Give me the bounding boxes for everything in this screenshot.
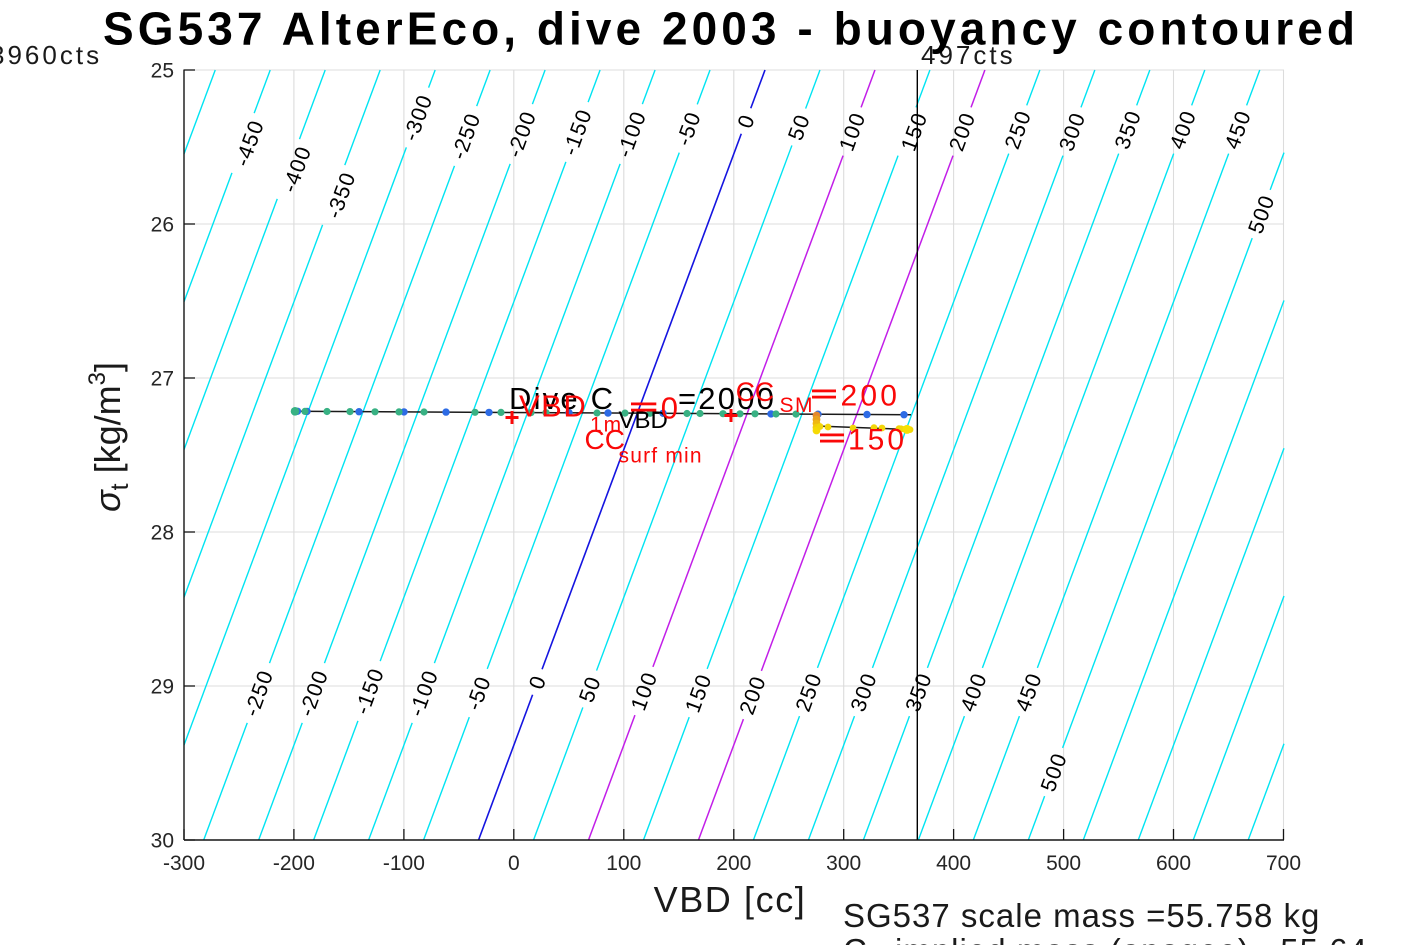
svg-text:30: 30 [151,830,174,853]
svg-text:C: C [843,932,868,945]
svg-text:CC: CC [585,424,625,455]
svg-text:CC: CC [736,377,774,407]
svg-text:150: 150 [848,423,907,456]
svg-text:-300: -300 [163,852,205,875]
svg-text:28: 28 [151,522,174,545]
svg-text:25: 25 [151,60,174,83]
svg-text:700: 700 [1266,852,1301,875]
svg-text:-200: -200 [273,852,315,875]
svg-text:300: 300 [826,852,861,875]
svg-text:500: 500 [1046,852,1081,875]
svg-text:100: 100 [606,852,641,875]
svg-text:SG537 AlterEco, dive 2003 - bu: SG537 AlterEco, dive 2003 - buoyancy con… [103,3,1355,55]
svg-text:VBD: VBD [519,389,587,424]
svg-text:surf min: surf min [619,445,703,468]
svg-text:26: 26 [151,214,174,237]
svg-text:29: 29 [151,676,174,699]
svg-text:0: 0 [508,852,520,875]
svg-text:SM: SM [780,394,815,417]
svg-text:27: 27 [151,368,174,391]
svg-text:=2000: =2000 [678,381,776,416]
svg-text:1m: 1m [590,414,623,437]
svg-text:implied mass (apogee) =55.64: implied mass (apogee) =55.64 [895,932,1368,945]
svg-text:0: 0 [661,390,678,425]
svg-text:-100: -100 [383,852,425,875]
svg-text:VBD [cc]: VBD [cc] [654,879,807,920]
svg-text:600: 600 [1156,852,1191,875]
svg-text:SG537 scale mass =55.758 kg: SG537 scale mass =55.758 kg [843,897,1320,934]
svg-text:200: 200 [841,380,901,413]
svg-text:σt [kg/m3]: σt [kg/m3] [84,362,134,512]
svg-text:400: 400 [936,852,971,875]
svg-text:3960cts: 3960cts [0,40,102,70]
svg-text:200: 200 [716,852,751,875]
svg-text:497cts: 497cts [921,40,1016,70]
svg-text:Dive C: Dive C [509,381,615,416]
